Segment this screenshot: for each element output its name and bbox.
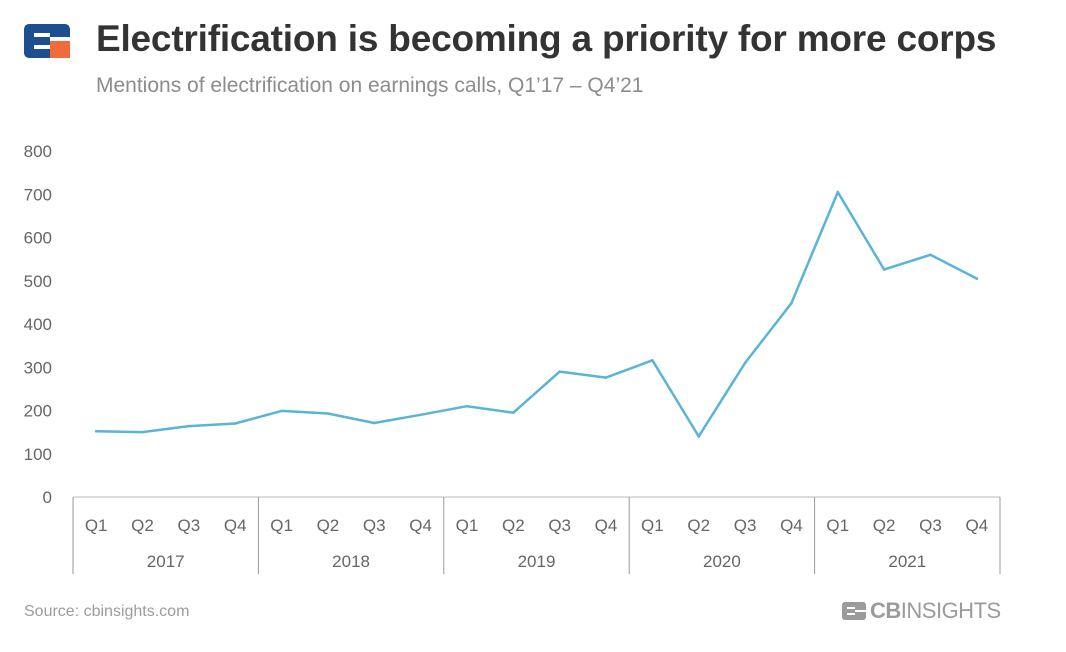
- data-point: [790, 301, 793, 305]
- x-tick-label: Q2: [131, 516, 154, 535]
- x-tick-label: Q2: [687, 516, 710, 535]
- data-point: [233, 422, 237, 425]
- cb-insights-logo-icon: [24, 24, 70, 58]
- x-tick-label: Q2: [317, 516, 340, 535]
- x-tick-label: Q4: [965, 516, 988, 535]
- x-tick-label: Q1: [85, 516, 108, 535]
- data-point: [419, 413, 422, 417]
- y-tick-label: 400: [24, 315, 52, 334]
- x-tick-label: Q2: [502, 516, 525, 535]
- x-tick-label: Q4: [780, 516, 803, 535]
- data-point: [882, 268, 886, 271]
- chart-subtitle: Mentions of electrification on earnings …: [96, 74, 644, 97]
- data-point: [975, 277, 979, 280]
- y-tick-label: 700: [24, 185, 52, 204]
- brand-wordmark: CBINSIGHTS: [842, 598, 1001, 624]
- data-point: [836, 190, 840, 194]
- data-point: [187, 424, 191, 428]
- x-group-label: 2017: [147, 552, 185, 571]
- x-tick-label: Q4: [409, 516, 432, 535]
- data-point: [94, 429, 98, 433]
- y-tick-label: 0: [43, 488, 52, 507]
- x-tick-label: Q1: [641, 516, 664, 535]
- x-tick-label: Q4: [595, 516, 618, 535]
- x-tick-label: Q1: [270, 516, 293, 535]
- data-point: [141, 430, 144, 434]
- data-point: [465, 404, 469, 408]
- x-axis: Q1 Q2 Q3 Q4 Q1 Q2 Q3 Q4 Q1 Q2 Q3 Q4 Q1 Q2 Q3 Q4 Q1 Q2 Q3 Q4…: [72, 496, 1001, 574]
- brand-bold: CB: [870, 598, 901, 623]
- x-tick-label: Q4: [224, 516, 247, 535]
- y-tick-label: 100: [24, 445, 52, 464]
- cb-brand-icon: [842, 602, 866, 620]
- y-tick-label: 200: [24, 402, 52, 421]
- data-point: [512, 411, 515, 414]
- data-point: [604, 376, 608, 379]
- source-note: Source: cbinsights.com: [24, 603, 190, 620]
- x-group-label: 2020: [703, 552, 741, 571]
- y-tick-label: 800: [24, 142, 52, 161]
- y-axis: 0 100 200 300 400 500 600 700 800: [24, 142, 52, 507]
- data-point: [280, 409, 283, 413]
- x-tick-label: Q3: [919, 516, 942, 535]
- y-tick-label: 500: [24, 272, 52, 291]
- x-tick-label: Q1: [456, 516, 479, 535]
- x-group-label: 2021: [888, 552, 926, 571]
- data-point: [651, 359, 654, 362]
- data-point: [326, 412, 330, 415]
- x-group-label: 2018: [332, 552, 370, 571]
- y-tick-label: 600: [24, 229, 52, 248]
- chart-header: Electrification is becoming a priority f…: [24, 18, 1044, 108]
- brand-light: INSIGHTS: [900, 598, 1001, 623]
- y-tick-label: 300: [24, 358, 52, 377]
- data-point: [372, 421, 376, 425]
- x-tick-label: Q3: [363, 516, 386, 535]
- series-line: [94, 190, 979, 438]
- series-group: [94, 190, 979, 438]
- data-point: [929, 253, 932, 257]
- x-tick-label: Q2: [873, 516, 896, 535]
- x-tick-label: Q1: [826, 516, 849, 535]
- x-tick-label: Q3: [178, 516, 201, 535]
- data-point: [743, 361, 747, 365]
- chart-title: Electrification is becoming a priority f…: [96, 18, 997, 59]
- x-group-label: 2019: [518, 552, 556, 571]
- data-point: [558, 370, 561, 373]
- data-point: [697, 435, 701, 438]
- x-tick-label: Q3: [734, 516, 757, 535]
- x-tick-label: Q3: [548, 516, 571, 535]
